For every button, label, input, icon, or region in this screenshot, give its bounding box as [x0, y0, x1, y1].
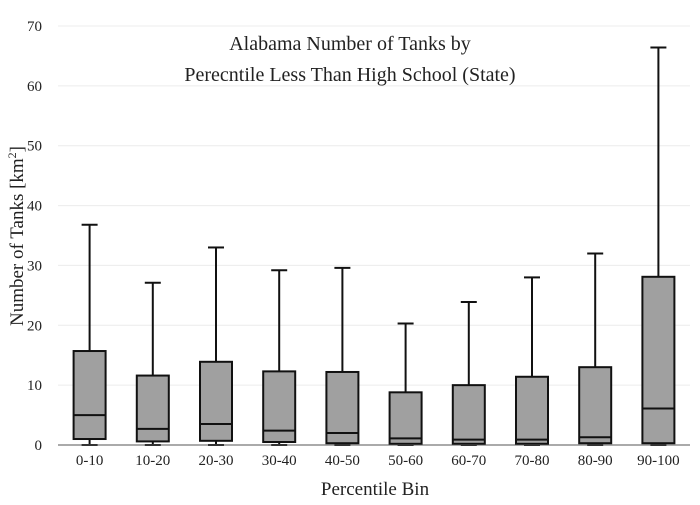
x-tick-label-20-30: 20-30: [199, 453, 234, 469]
box-iqr: [451, 384, 486, 445]
y-tick-label-50: 50: [27, 139, 42, 155]
x-axis-title: Percentile Bin: [321, 479, 430, 500]
x-tick-label-70-80: 70-80: [515, 453, 550, 469]
box-iqr: [388, 391, 423, 445]
box-iqr: [325, 370, 360, 445]
x-tick-label-80-90: 80-90: [578, 453, 613, 469]
y-tick-label-10: 10: [27, 378, 42, 394]
box-50-60: [388, 322, 423, 446]
y-axis-title-close: ]: [7, 146, 28, 152]
x-tick-label-40-50: 40-50: [325, 453, 360, 469]
y-tick-labels: 0 10 20 30 40 50 60 70: [27, 19, 42, 454]
box-70-80: [515, 276, 549, 446]
y-tick-label-30: 30: [27, 258, 42, 274]
x-tick-label-0-10: 0-10: [76, 453, 104, 469]
x-tick-label-10-20: 10-20: [135, 453, 170, 469]
y-tick-label-40: 40: [27, 199, 42, 215]
y-tick-label-0: 0: [35, 438, 43, 454]
y-tick-label-20: 20: [27, 318, 42, 334]
chart-title-line-1: Alabama Number of Tanks by: [229, 33, 471, 55]
box-20-30: [199, 246, 233, 446]
gridlines: [58, 25, 690, 386]
box-40-50: [325, 266, 360, 446]
box-10-20: [135, 281, 170, 446]
x-tick-label-60-70: 60-70: [451, 453, 486, 469]
box-iqr: [641, 275, 676, 445]
x-tick-label-30-40: 30-40: [262, 453, 297, 469]
chart-title-line-2: Perecntile Less Than High School (State): [184, 64, 515, 86]
y-axis-title: Number of Tanks [km2]: [5, 146, 28, 326]
box-80-90: [578, 252, 613, 446]
box-90-100: [641, 46, 676, 446]
box-iqr: [515, 375, 549, 445]
box-iqr: [72, 350, 107, 441]
box-60-70: [451, 300, 486, 446]
box-30-40: [262, 269, 297, 446]
y-axis-title-superscript: 2: [5, 152, 19, 158]
box-0-10: [72, 223, 107, 446]
box-iqr: [199, 360, 233, 442]
y-axis-title-main: Number of Tanks [km: [7, 158, 28, 326]
box-iqr: [135, 374, 170, 443]
box-iqr: [578, 366, 613, 445]
x-tick-label-50-60: 50-60: [388, 453, 423, 469]
boxes: [72, 46, 676, 446]
x-tick-label-90-100: 90-100: [637, 453, 680, 469]
x-tick-labels: 0-10 10-20 20-30 30-40 40-50 50-60 60-70 70-80 8…: [76, 453, 680, 469]
y-tick-label-70: 70: [27, 19, 42, 35]
y-tick-label-60: 60: [27, 79, 42, 95]
